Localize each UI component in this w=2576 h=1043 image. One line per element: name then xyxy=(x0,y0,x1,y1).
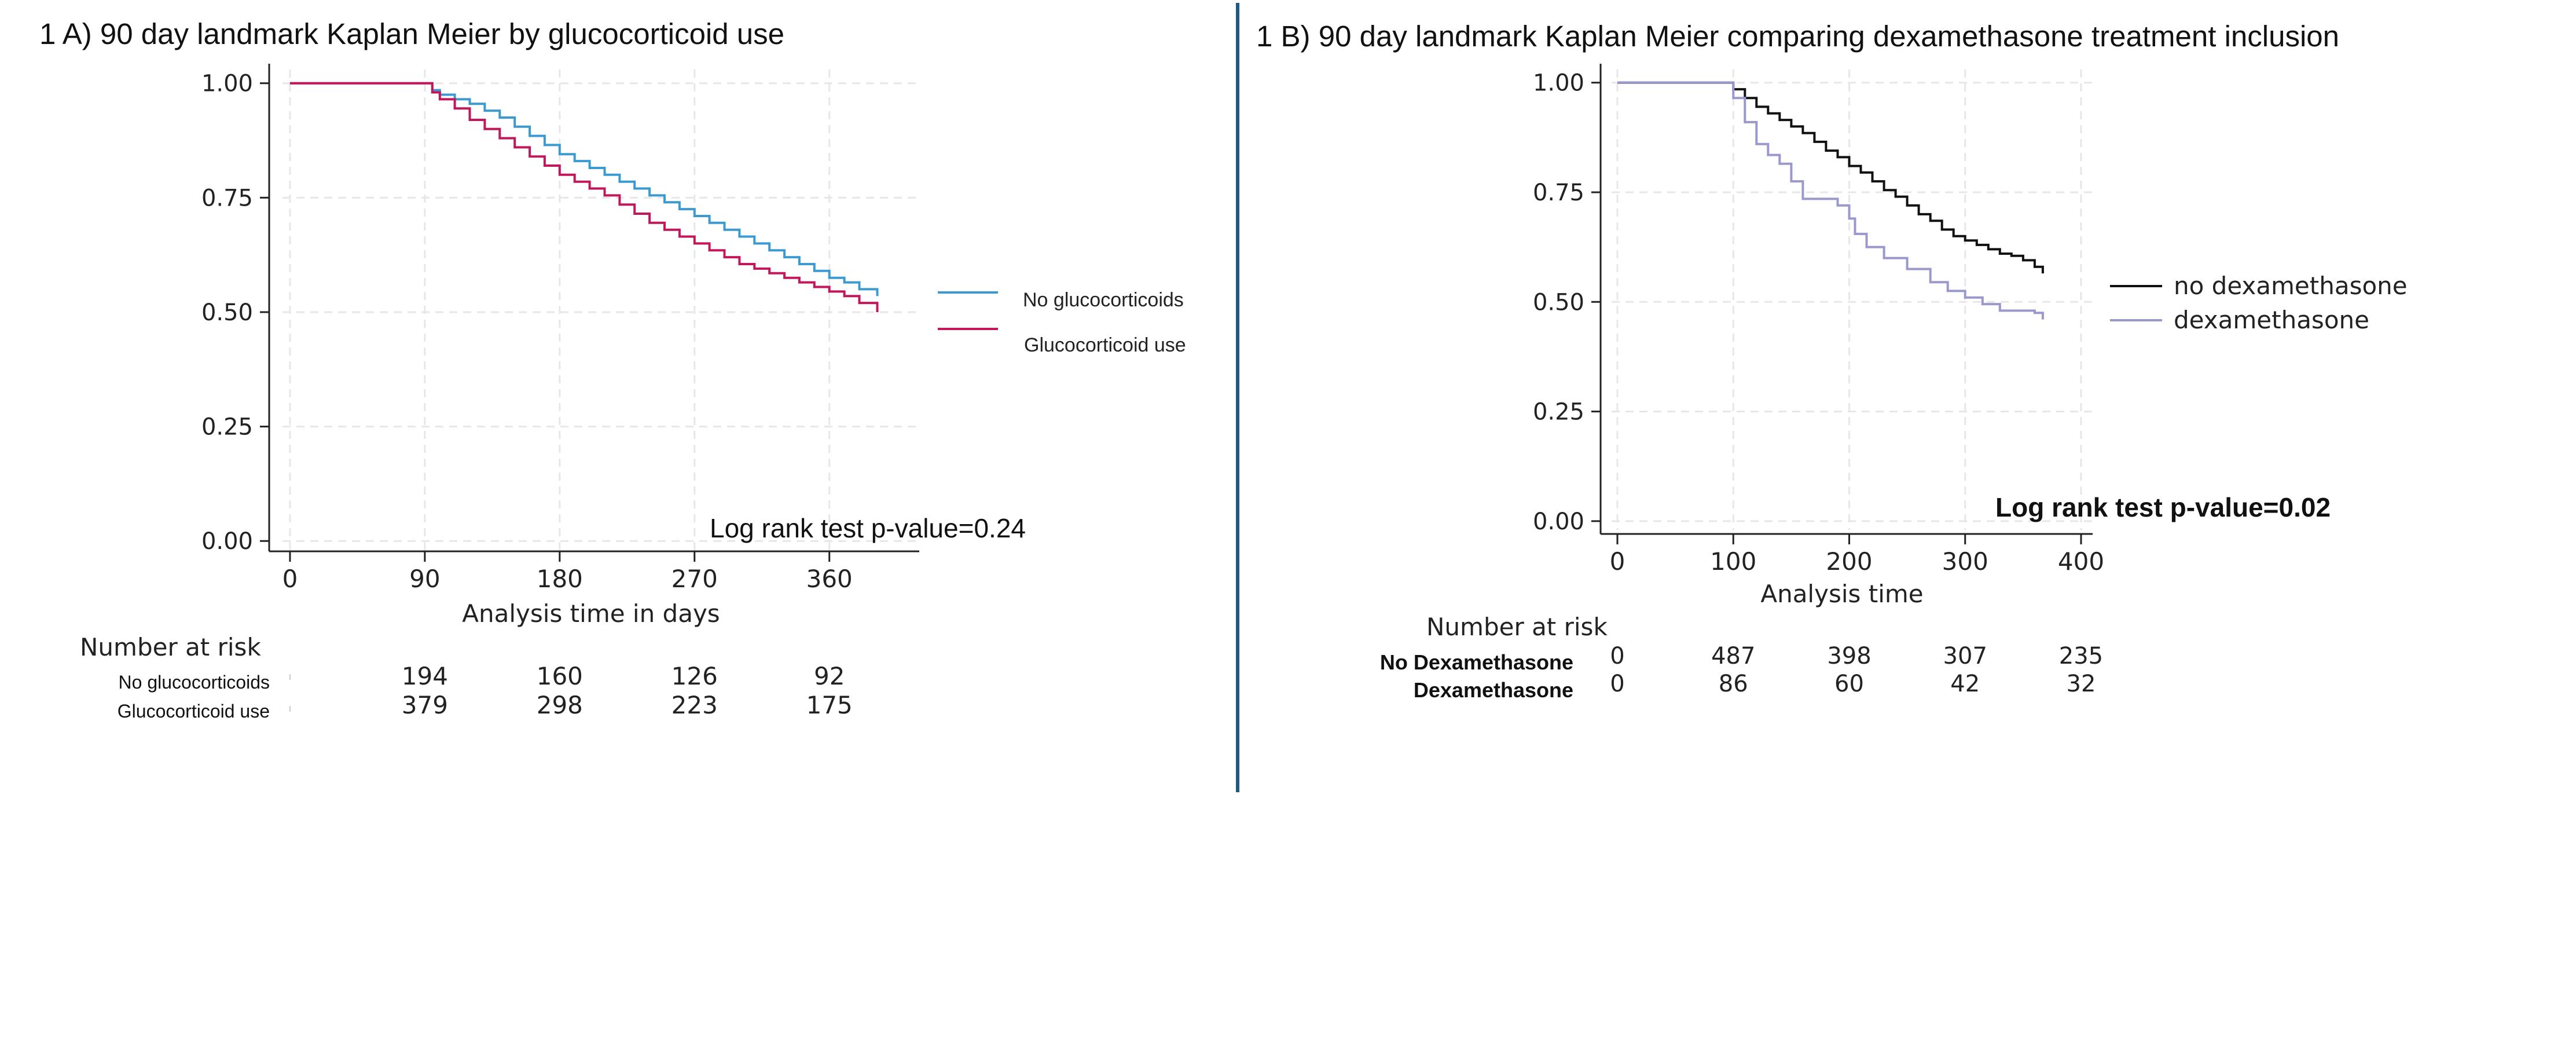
panel-b-x-ticks: 0 100 200 300 400 xyxy=(1610,534,2104,576)
panel-a-annotation: Log rank test p-value=0.24 xyxy=(710,513,1026,543)
panel-b-axes xyxy=(1599,64,2093,535)
panel-b-y-ticks: 0.00 0.25 0.50 0.75 1.00 xyxy=(1533,70,1601,535)
x-tick-label: 90 xyxy=(409,565,440,593)
panel-b-grid xyxy=(1612,69,2093,530)
legend-a-no-label: No glucocorticoids xyxy=(1023,289,1184,311)
x-tick-label: 0 xyxy=(282,565,298,593)
series-line-first xyxy=(289,82,879,297)
panel-a-series xyxy=(289,82,879,312)
panel-b-xlabel: Analysis time xyxy=(1760,580,1923,608)
panel-b-series xyxy=(1617,81,2044,320)
panel-a-y-ticks: 0.00 0.25 0.50 0.75 1.00 xyxy=(201,71,269,555)
series-line-second xyxy=(289,82,879,312)
panel-b-annotation: Log rank test p-value=0.02 xyxy=(1995,492,2331,522)
risk-a-row0-label: No glucocorticoids xyxy=(119,672,270,693)
panel-a-x-ticks: 0 90 180 270 360 xyxy=(282,551,853,593)
series-line-first xyxy=(1617,81,2044,274)
x-tick-label: 180 xyxy=(537,565,583,593)
x-tick-label: 270 xyxy=(671,565,718,593)
risk-value: 160 xyxy=(537,662,583,690)
risk-b-row1-label: Dexamethasone xyxy=(1414,678,1573,702)
y-tick-label: 0.50 xyxy=(201,299,253,326)
x-tick-label: 400 xyxy=(2058,547,2104,576)
risk-value: 487 xyxy=(1711,643,1755,669)
risk-value: 92 xyxy=(814,662,845,690)
x-tick-label: 360 xyxy=(806,565,853,593)
risk-value: 175 xyxy=(806,691,853,719)
risk-value: 126 xyxy=(671,662,718,690)
series-line-second xyxy=(1617,81,2044,320)
panel-b-title: 1 B) 90 day landmark Kaplan Meier compar… xyxy=(1256,20,2339,53)
risk-value: 235 xyxy=(2059,643,2103,669)
risk-b-header: Number at risk xyxy=(1426,613,1608,641)
y-tick-label: 0.00 xyxy=(1533,508,1584,535)
x-tick-label: 200 xyxy=(1826,547,1872,576)
y-tick-label: 0.00 xyxy=(201,528,253,555)
y-tick-label: 0.25 xyxy=(1533,399,1584,426)
risk-value: 223 xyxy=(671,691,718,719)
risk-value: 42 xyxy=(1950,671,1980,697)
risk-b-row0-label: No Dexamethasone xyxy=(1380,650,1573,674)
risk-a-values: 194 160 126 92 379 298 223 175 xyxy=(402,662,853,719)
panel-a-axes xyxy=(268,64,919,552)
risk-value: 398 xyxy=(1827,643,1871,669)
risk-value: 32 xyxy=(2067,671,2096,697)
panel-a: 1 A) 90 day landmark Kaplan Meier by glu… xyxy=(39,17,1186,722)
legend-a-glu-label: Glucocorticoid use xyxy=(1024,334,1186,356)
x-tick-label: 100 xyxy=(1710,547,1756,576)
risk-value: 0 xyxy=(1610,643,1624,669)
panel-b: 1 B) 90 day landmark Kaplan Meier compar… xyxy=(1256,20,2408,702)
risk-value: 60 xyxy=(1834,671,1864,697)
y-tick-label: 1.00 xyxy=(1533,70,1584,97)
panel-a-grid xyxy=(282,69,919,550)
risk-a-header: Number at risk xyxy=(80,633,261,661)
y-tick-label: 0.75 xyxy=(1533,180,1584,206)
legend-b-no-label: no dexamethasone xyxy=(2174,272,2408,300)
legend-b-dex-label: dexamethasone xyxy=(2174,306,2369,334)
risk-value: 379 xyxy=(402,691,448,719)
risk-value: 298 xyxy=(537,691,583,719)
risk-a-row1-label: Glucocorticoid use xyxy=(118,701,270,722)
panel-a-xlabel: Analysis time in days xyxy=(462,599,720,628)
risk-value: 86 xyxy=(1719,671,1748,697)
risk-value: 194 xyxy=(402,662,448,690)
y-tick-label: 0.25 xyxy=(201,414,253,441)
risk-value: 0 xyxy=(1610,671,1624,697)
x-tick-label: 0 xyxy=(1610,547,1625,576)
y-tick-label: 0.50 xyxy=(1533,289,1584,316)
y-tick-label: 1.00 xyxy=(201,71,253,97)
panel-a-title: 1 A) 90 day landmark Kaplan Meier by glu… xyxy=(39,17,784,50)
x-tick-label: 300 xyxy=(1942,547,1988,576)
risk-value: 307 xyxy=(1943,643,1987,669)
risk-b-values: 0 487 398 307 235 0 86 60 42 32 xyxy=(1610,643,2103,697)
y-tick-label: 0.75 xyxy=(201,185,253,211)
